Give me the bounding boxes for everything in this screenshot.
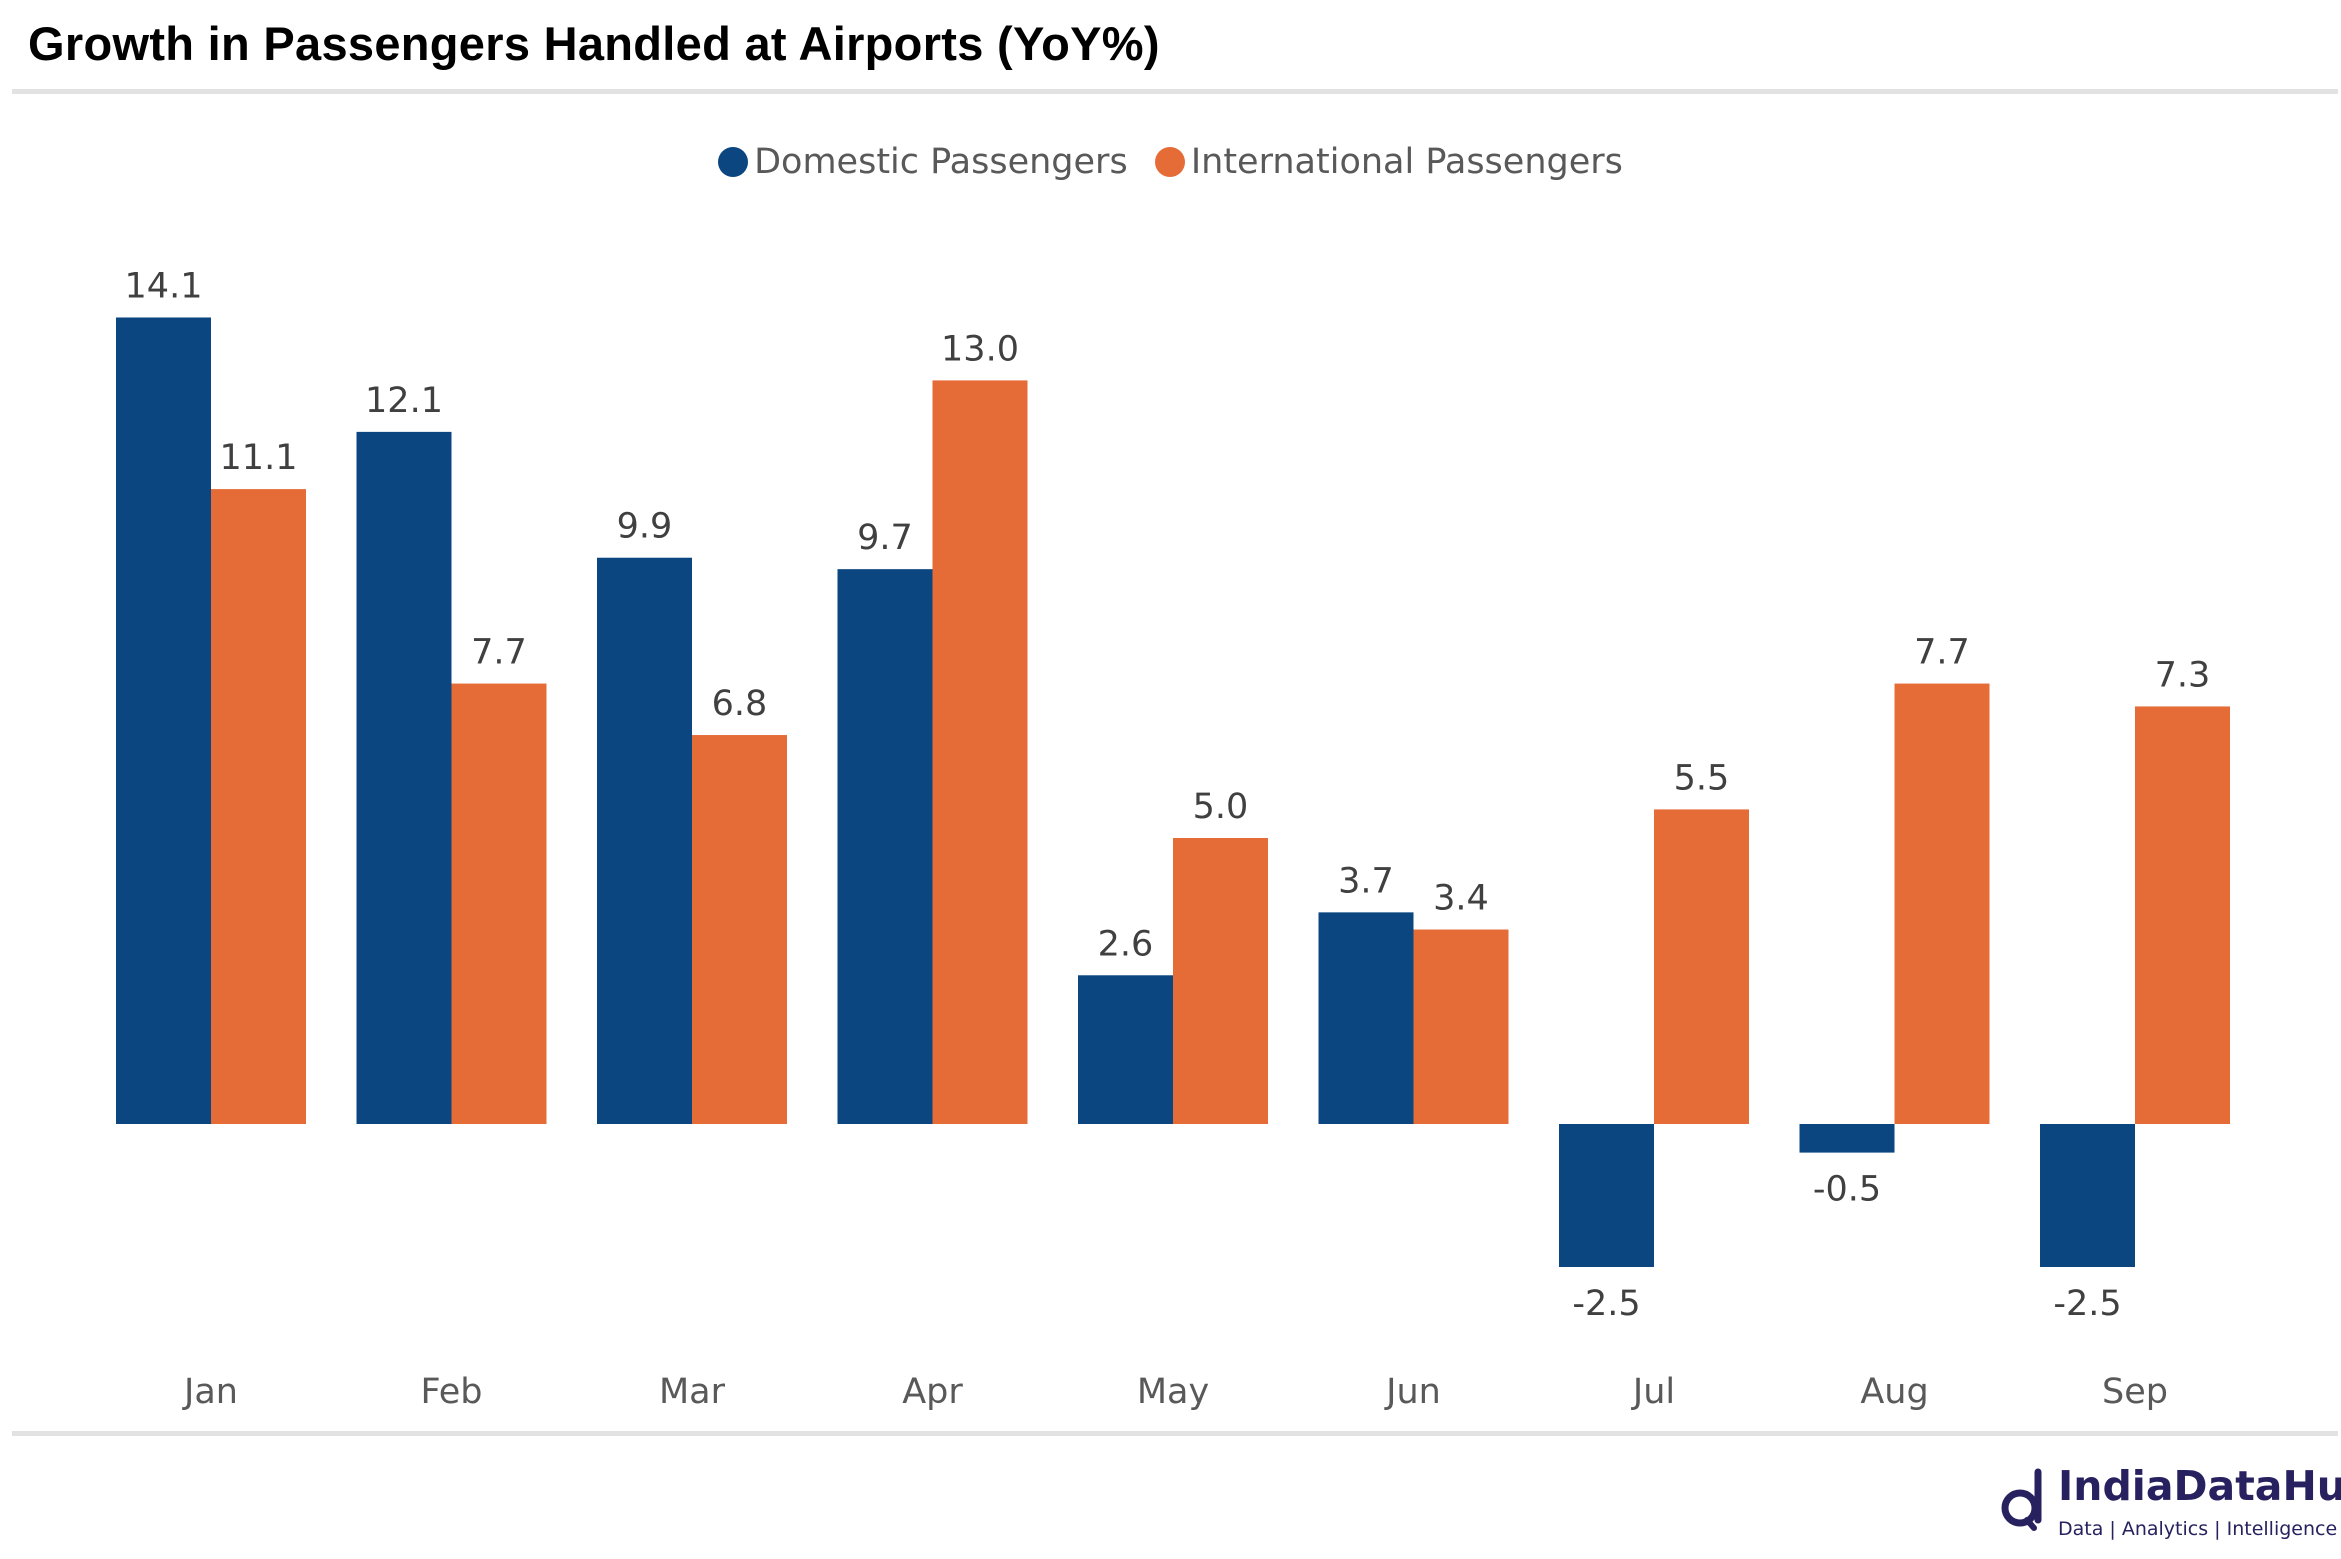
data-label: 2.6 (1098, 924, 1154, 964)
x-tick-label: Apr (902, 1372, 963, 1412)
x-tick-label: Feb (421, 1372, 483, 1412)
bar-domestic-jul (1559, 1124, 1654, 1267)
bar-international-aug (1894, 683, 1990, 1124)
data-label: -0.5 (1813, 1170, 1881, 1210)
data-label: 6.8 (712, 684, 768, 724)
legend-item-international: International Passengers (1154, 142, 1623, 182)
data-label: -2.5 (1572, 1284, 1640, 1324)
bar-international-sep (2135, 706, 2230, 1124)
data-label: 7.7 (1914, 633, 1970, 673)
legend-marker-domestic (718, 147, 749, 177)
chart-title: Growth in Passengers Handled at Airports… (28, 17, 1160, 70)
data-label: 9.9 (617, 507, 673, 547)
legend-item-domestic: Domestic Passengers (718, 142, 1128, 182)
legend: Domestic Passengers International Passen… (0, 142, 2341, 186)
data-label: 12.1 (365, 381, 443, 421)
data-label: 14.1 (125, 266, 203, 306)
data-label: 3.4 (1433, 879, 1489, 919)
x-tick-label: May (1137, 1372, 1209, 1412)
data-label: 13.0 (941, 329, 1019, 369)
x-tick-label: Mar (659, 1372, 726, 1412)
bar-domestic-feb (356, 431, 452, 1124)
x-tick-label: Jan (182, 1372, 238, 1412)
indiadatahub-logo: IndiaDataHub Data | Analytics | Intellig… (2000, 1462, 2341, 1552)
x-tick-label: Sep (2102, 1372, 2168, 1412)
bar-domestic-jan (116, 317, 211, 1125)
bar-international-may (1173, 838, 1268, 1124)
bar-domestic-jun (1318, 912, 1414, 1124)
legend-marker-international (1154, 147, 1185, 177)
bar-international-jul (1654, 809, 1749, 1124)
x-tick-label: Aug (1860, 1372, 1928, 1412)
data-label: -2.5 (2053, 1284, 2121, 1324)
bar-domestic-aug (1799, 1124, 1895, 1153)
logo-tagline: Data | Analytics | Intelligence (2058, 1518, 2338, 1540)
data-label: 5.5 (1674, 758, 1730, 798)
legend-label-international: International Passengers (1190, 142, 1623, 182)
data-label: 7.7 (471, 633, 527, 673)
data-label: 3.7 (1338, 861, 1394, 901)
bar-international-mar (692, 735, 787, 1124)
bar-international-jun (1413, 929, 1509, 1124)
logo-mark-icon (2001, 1468, 2042, 1531)
x-tick-label: Jul (1631, 1372, 1675, 1412)
bar-domestic-mar (597, 557, 692, 1124)
data-label: 9.7 (857, 518, 913, 558)
bar-international-apr (932, 380, 1028, 1124)
bar-domestic-sep (2040, 1124, 2135, 1267)
bar-domestic-may (1078, 975, 1173, 1124)
data-label: 7.3 (2155, 655, 2211, 695)
bar-international-feb (451, 683, 547, 1124)
x-tick-label: Jun (1384, 1372, 1441, 1412)
data-label: 11.1 (220, 438, 298, 478)
bottom-divider (12, 1431, 2338, 1436)
legend-label-domestic: Domestic Passengers (754, 142, 1128, 182)
data-label: 5.0 (1193, 787, 1249, 827)
logo-brand: IndiaDataHub (2058, 1462, 2341, 1510)
bar-domestic-apr (837, 569, 933, 1124)
top-divider (12, 89, 2338, 94)
bar-international-jan (211, 489, 306, 1125)
